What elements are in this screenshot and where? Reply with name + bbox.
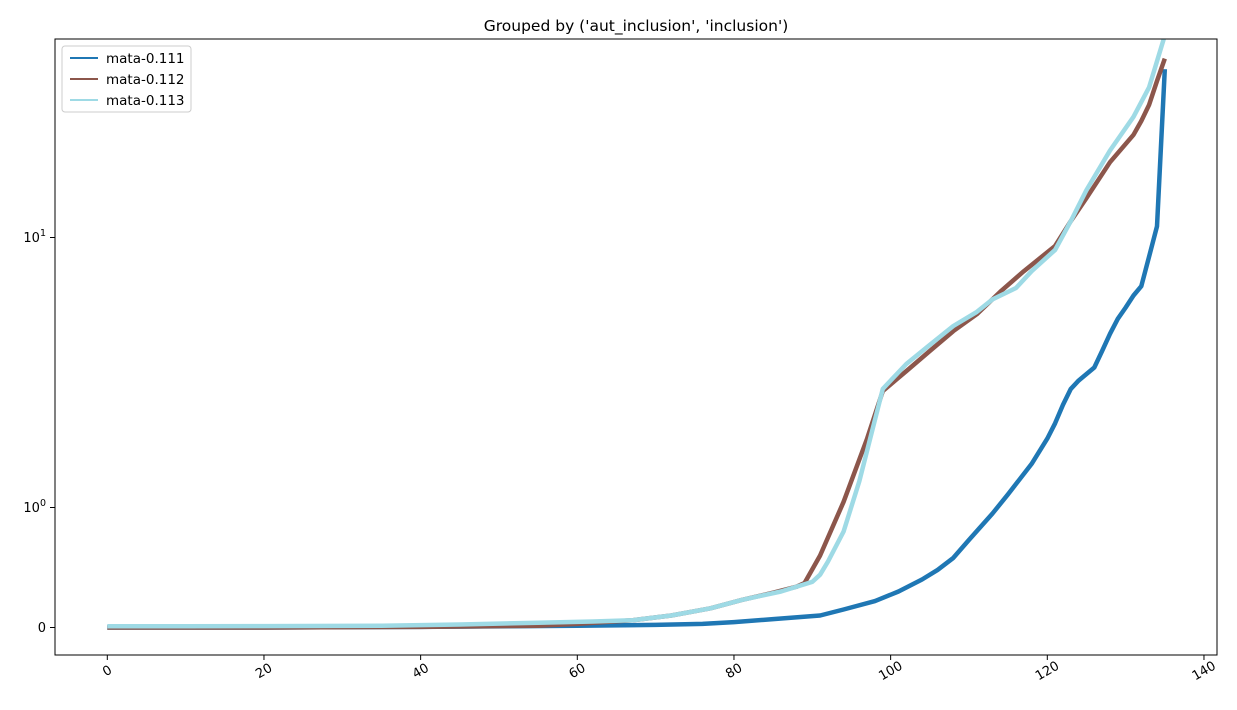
chart-title: Grouped by ('aut_inclusion', 'inclusion'…: [484, 17, 789, 36]
series-line-mata-0.113: [107, 39, 1167, 629]
legend-label: mata-0.111: [106, 51, 185, 67]
series-layer: [107, 39, 1168, 630]
plot-area-frame: [54, 38, 1218, 656]
x-tick-label: 40: [410, 661, 432, 682]
legend: mata-0.111 mata-0.112 mata-0.113: [61, 45, 192, 113]
legend-box: [61, 45, 192, 113]
y-tick-label: 101: [23, 228, 46, 246]
x-tick-label: 60: [567, 661, 589, 682]
x-tick-label: 80: [723, 661, 745, 682]
y-axis: 0 100 101: [23, 228, 55, 636]
series-line-mata-0.111: [107, 69, 1168, 630]
x-tick-label: 20: [253, 661, 275, 682]
y-tick-label: 100: [23, 498, 46, 516]
y-tick-label: 0: [38, 621, 46, 636]
legend-label: mata-0.112: [106, 72, 185, 88]
legend-label: mata-0.113: [106, 93, 185, 109]
